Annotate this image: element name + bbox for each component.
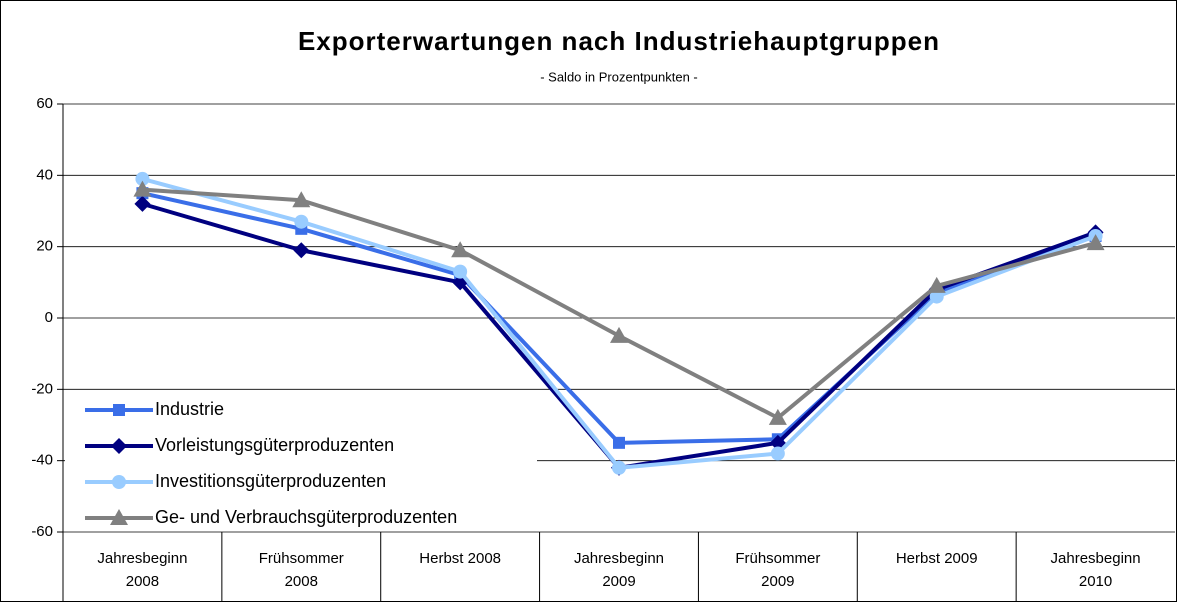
marker bbox=[1086, 234, 1105, 251]
marker bbox=[292, 191, 311, 208]
x-tick-label: 2008 bbox=[126, 573, 159, 590]
marker bbox=[612, 460, 626, 475]
x-tick-label: Herbst 2008 bbox=[419, 550, 501, 567]
marker bbox=[111, 438, 127, 454]
marker bbox=[110, 509, 128, 525]
y-tick-label: -60 bbox=[31, 523, 53, 540]
y-tick-label: -20 bbox=[31, 380, 53, 397]
marker bbox=[768, 408, 787, 425]
marker bbox=[770, 446, 785, 461]
chart-title: Exporterwartungen nach Industriehauptgru… bbox=[298, 26, 940, 56]
x-tick-label: Jahresbeginn bbox=[1051, 550, 1141, 567]
marker bbox=[112, 475, 126, 489]
y-tick-label: 60 bbox=[36, 95, 53, 112]
marker bbox=[294, 214, 309, 229]
legend-label: Investitionsgüterproduzenten bbox=[155, 471, 386, 491]
marker bbox=[929, 289, 944, 304]
marker bbox=[451, 241, 470, 258]
marker bbox=[134, 195, 151, 212]
x-tick-label: 2009 bbox=[761, 573, 794, 590]
chart-subtitle: - Saldo in Prozentpunkten - bbox=[540, 69, 698, 84]
x-tick-label: Frühsommer bbox=[735, 550, 820, 567]
legend-label: Industrie bbox=[155, 399, 224, 419]
x-tick-label: 2009 bbox=[602, 573, 635, 590]
y-tick-label: -40 bbox=[31, 452, 53, 469]
x-tick-label: Jahresbeginn bbox=[574, 550, 664, 567]
marker bbox=[293, 242, 310, 259]
marker bbox=[113, 404, 125, 416]
y-tick-label: 0 bbox=[45, 309, 53, 326]
x-tick-label: Frühsommer bbox=[259, 550, 344, 567]
marker bbox=[613, 436, 625, 449]
marker bbox=[927, 276, 946, 293]
y-tick-label: 40 bbox=[36, 166, 53, 183]
marker bbox=[135, 171, 150, 186]
marker bbox=[610, 326, 628, 343]
y-tick-label: 20 bbox=[36, 238, 53, 255]
x-tick-label: 2008 bbox=[285, 573, 318, 590]
marker bbox=[453, 264, 468, 279]
x-tick-label: Herbst 2009 bbox=[896, 550, 978, 567]
x-tick-label: 2010 bbox=[1079, 573, 1112, 590]
legend-box bbox=[65, 392, 537, 530]
x-tick-label: Jahresbeginn bbox=[97, 550, 187, 567]
legend-label: Vorleistungsgüterproduzenten bbox=[155, 435, 394, 455]
legend-label: Ge- und Verbrauchsgüterproduzenten bbox=[155, 507, 457, 527]
marker bbox=[133, 180, 152, 197]
